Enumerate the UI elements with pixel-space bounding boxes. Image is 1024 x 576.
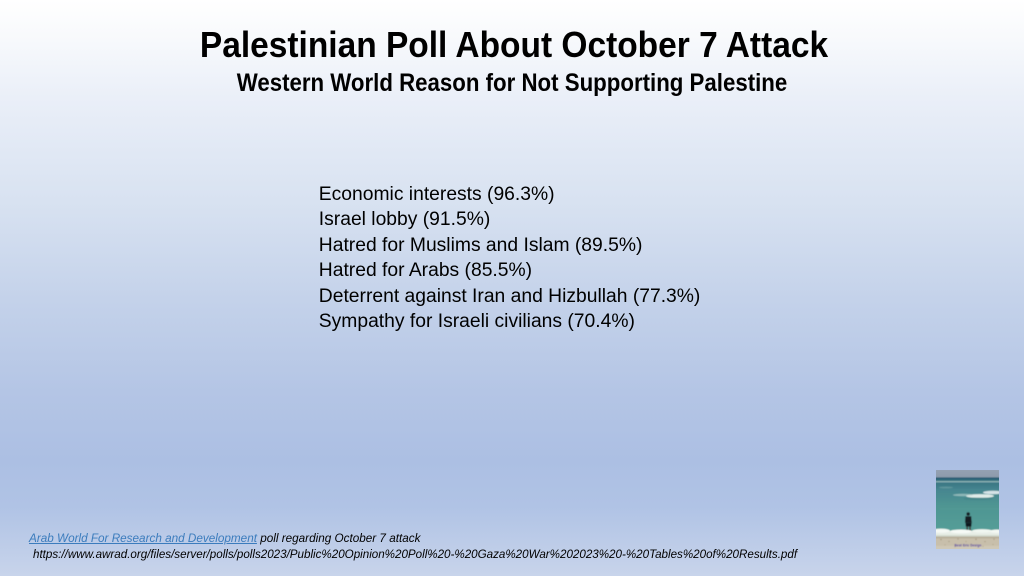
svg-text:Best Eric Design: Best Eric Design	[955, 544, 982, 548]
